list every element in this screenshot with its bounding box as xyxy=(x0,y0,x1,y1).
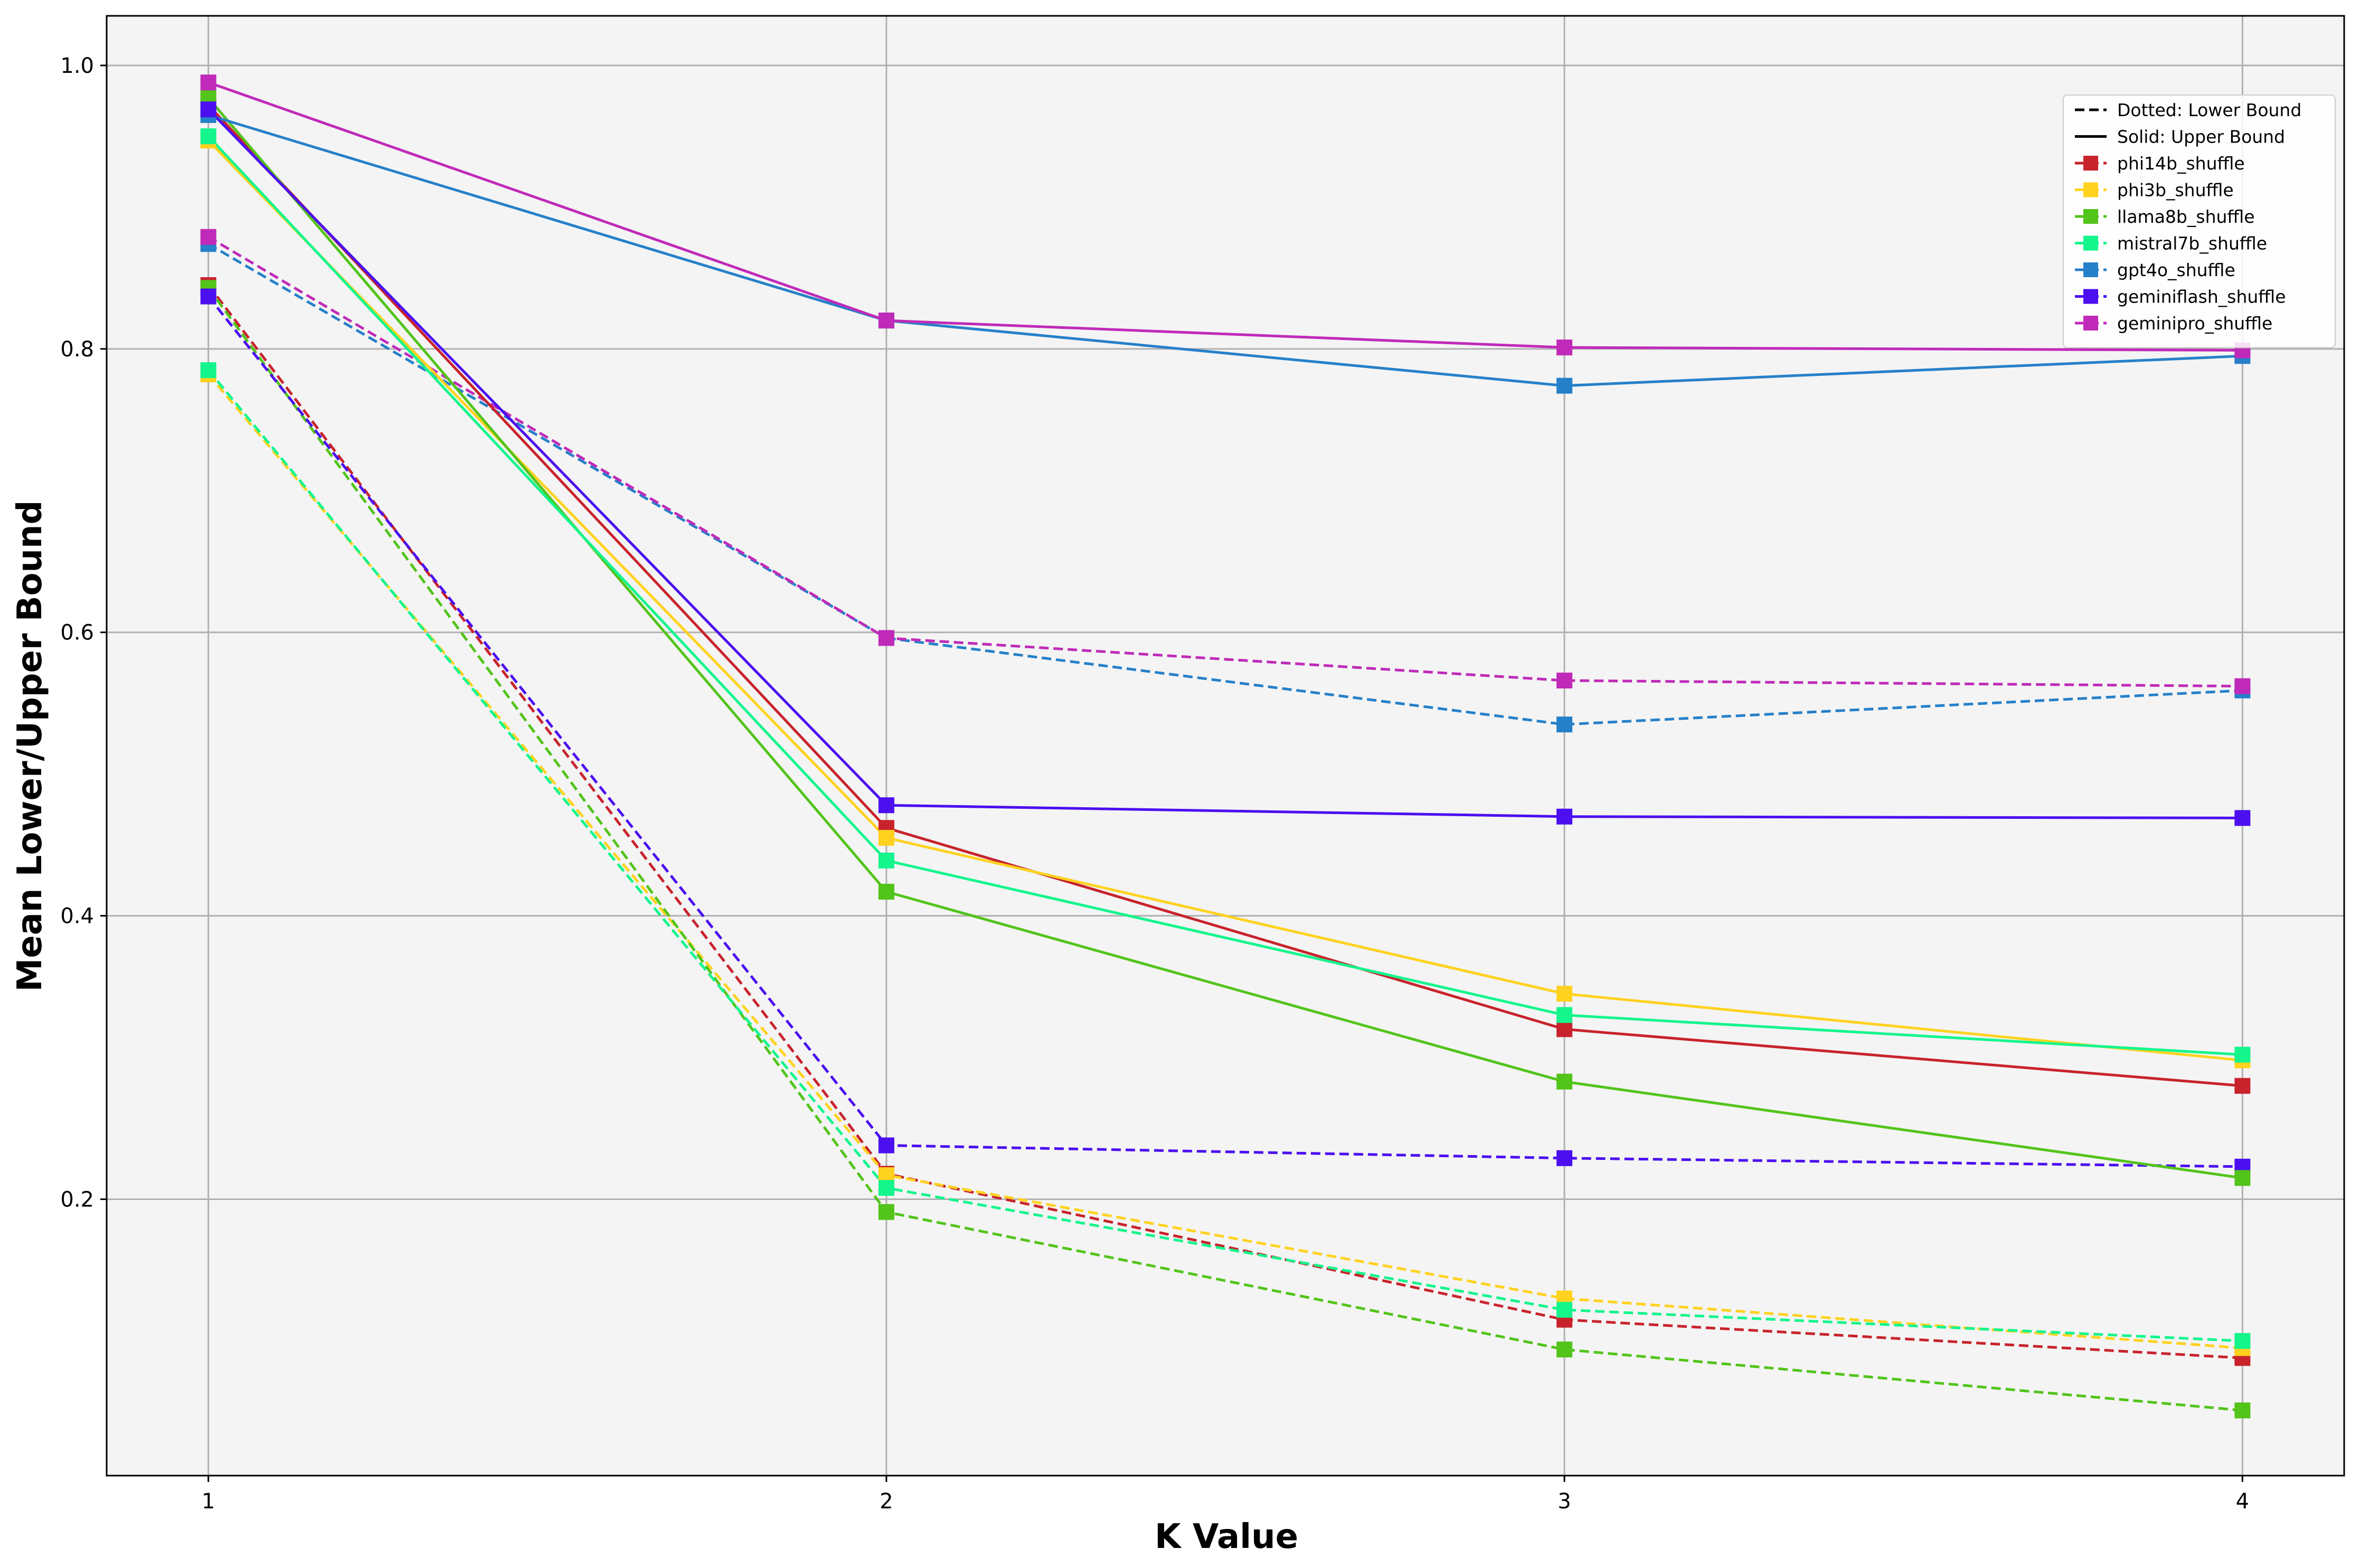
data-point-geminipro_shuffle-lower xyxy=(200,229,216,245)
x-tick-label: 3 xyxy=(1557,1489,1571,1514)
legend-handle-marker xyxy=(2083,289,2098,304)
data-point-llama8b_shuffle-upper xyxy=(2234,1170,2251,1186)
data-point-llama8b_shuffle-lower xyxy=(1556,1342,1573,1358)
y-tick-label: 1.0 xyxy=(60,54,94,78)
legend-label: Solid: Upper Bound xyxy=(2117,127,2285,147)
y-tick-label: 0.6 xyxy=(60,621,94,645)
legend-handle-marker xyxy=(2083,182,2098,197)
x-tick-label: 1 xyxy=(202,1489,215,1514)
data-point-mistral7b_shuffle-lower xyxy=(1556,1301,1573,1318)
x-tick-label: 2 xyxy=(880,1489,893,1514)
legend-label: geminipro_shuffle xyxy=(2117,313,2272,334)
series-line-phi14b_shuffle-upper xyxy=(207,104,2243,1088)
data-point-geminipro_shuffle-upper xyxy=(878,313,894,329)
series-line-geminipro_shuffle-lower xyxy=(207,235,2243,688)
legend-handle-marker xyxy=(2083,262,2098,277)
series-line-gpt4o_shuffle-lower xyxy=(207,243,2243,726)
plot-background xyxy=(107,16,2344,1476)
series-lines xyxy=(207,81,2243,1412)
data-point-gpt4o_shuffle-upper xyxy=(1556,377,1573,394)
series-line-llama8b_shuffle-lower xyxy=(207,287,2243,1412)
legend: Dotted: Lower Bound Solid: Upper Bound phi… xyxy=(2063,95,2336,348)
series-line-geminiflash_shuffle-lower xyxy=(207,295,2243,1168)
legend-label: geminiflash_shuffle xyxy=(2117,287,2286,307)
x-axis-title: K Value xyxy=(1155,1517,1298,1556)
series-line-phi14b_shuffle-lower xyxy=(207,284,2243,1359)
data-point-phi3b_shuffle-upper xyxy=(878,829,894,846)
data-point-mistral7b_shuffle-upper xyxy=(878,852,894,868)
data-point-phi3b_shuffle-upper xyxy=(1556,986,1573,1002)
legend-label: Dotted: Lower Bound xyxy=(2117,100,2301,120)
legend-label: gpt4o_shuffle xyxy=(2117,260,2235,280)
data-point-mistral7b_shuffle-lower xyxy=(2234,1333,2251,1349)
data-point-mistral7b_shuffle-lower xyxy=(878,1180,894,1196)
data-point-geminiflash_shuffle-lower xyxy=(878,1137,894,1154)
data-point-geminiflash_shuffle-lower xyxy=(200,288,216,305)
data-point-geminiflash_shuffle-upper xyxy=(200,101,216,118)
y-tick-label: 0.2 xyxy=(60,1188,94,1212)
series-line-geminiflash_shuffle-upper xyxy=(207,108,2243,819)
data-point-geminipro_shuffle-upper xyxy=(1556,339,1573,356)
series-line-mistral7b_shuffle-upper xyxy=(207,135,2243,1056)
data-point-llama8b_shuffle-upper xyxy=(1556,1073,1573,1090)
legend-handle-marker xyxy=(2083,156,2098,171)
legend-label: mistral7b_shuffle xyxy=(2117,233,2267,254)
data-point-geminiflash_shuffle-upper xyxy=(878,797,894,814)
data-point-mistral7b_shuffle-upper xyxy=(1556,1007,1573,1023)
data-point-llama8b_shuffle-upper xyxy=(878,884,894,900)
series-line-mistral7b_shuffle-lower xyxy=(207,369,2243,1343)
legend-label: llama8b_shuffle xyxy=(2117,206,2255,227)
plot-frame xyxy=(106,15,2345,1477)
data-point-mistral7b_shuffle-upper xyxy=(200,128,216,145)
data-point-geminipro_shuffle-lower xyxy=(2234,678,2251,694)
legend-handle-marker xyxy=(2083,209,2098,224)
y-tick-label: 0.8 xyxy=(60,337,94,362)
data-point-mistral7b_shuffle-lower xyxy=(200,362,216,379)
legend-box xyxy=(2063,95,2336,348)
axis-ticks: 1 2 3 4 0.2 0.4 0.6 0.8 1.0 xyxy=(60,54,2249,1514)
data-point-geminiflash_shuffle-lower xyxy=(1556,1150,1573,1166)
data-point-geminipro_shuffle-upper xyxy=(200,74,216,91)
plot-border xyxy=(106,15,2345,1477)
legend-label: phi3b_shuffle xyxy=(2117,180,2234,201)
y-axis-title: Mean Lower/Upper Bound xyxy=(11,500,50,992)
data-point-geminiflash_shuffle-upper xyxy=(2234,810,2251,826)
data-point-phi14b_shuffle-upper xyxy=(2234,1078,2251,1094)
data-point-geminiflash_shuffle-upper xyxy=(1556,808,1573,825)
data-point-geminipro_shuffle-lower xyxy=(878,630,894,646)
data-point-llama8b_shuffle-lower xyxy=(878,1204,894,1220)
series-line-gpt4o_shuffle-upper xyxy=(207,114,2243,388)
series-markers xyxy=(200,74,2251,1419)
data-point-phi14b_shuffle-upper xyxy=(1556,1021,1573,1037)
legend-handle-marker xyxy=(2083,235,2098,251)
series-line-geminipro_shuffle-upper xyxy=(207,81,2243,352)
plot-area xyxy=(107,16,2344,1476)
y-tick-label: 0.4 xyxy=(60,904,94,929)
series-line-phi3b_shuffle-upper xyxy=(207,139,2243,1062)
x-tick-label: 4 xyxy=(2236,1489,2249,1514)
series-line-llama8b_shuffle-upper xyxy=(207,97,2243,1179)
data-point-llama8b_shuffle-lower xyxy=(2234,1402,2251,1419)
legend-label: phi14b_shuffle xyxy=(2117,153,2245,174)
legend-handle-marker xyxy=(2083,316,2098,330)
data-point-gpt4o_shuffle-lower xyxy=(1556,716,1573,733)
data-point-mistral7b_shuffle-upper xyxy=(2234,1046,2251,1063)
data-point-geminipro_shuffle-lower xyxy=(1556,673,1573,689)
